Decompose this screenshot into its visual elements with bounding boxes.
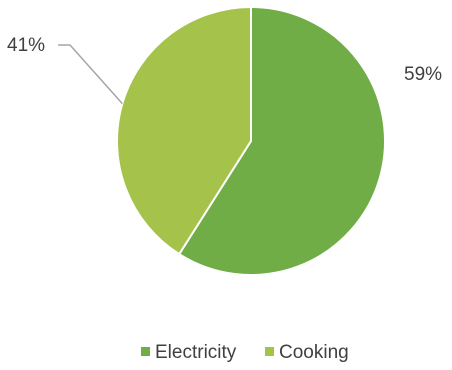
legend-label-cooking: Cooking: [279, 342, 349, 363]
data-label-cooking: 41%: [7, 35, 45, 56]
pie-slices: [116, 5, 386, 276]
legend-swatch-cooking: [265, 347, 274, 356]
legend-swatch-electricity: [141, 347, 150, 356]
legend-label-electricity: Electricity: [155, 342, 237, 363]
leader-line-cooking: [58, 44, 123, 105]
pie-slice-electricity: [177, 5, 386, 276]
data-labels: 59% 41%: [7, 35, 442, 105]
data-label-electricity: 59%: [404, 64, 442, 85]
chart-legend: Electricity Cooking: [141, 342, 349, 363]
